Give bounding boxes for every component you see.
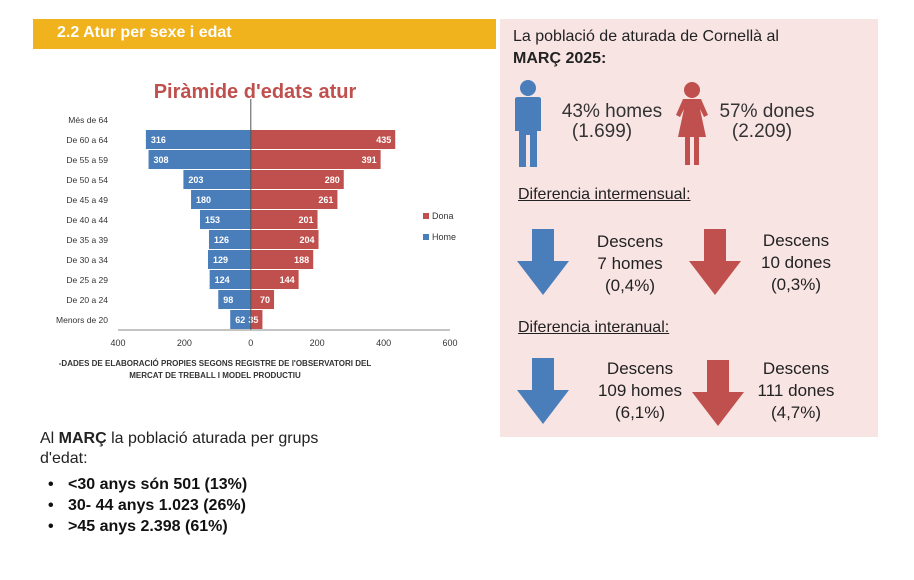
list-item: 30- 44 anys 1.023 (26%) [48,495,247,516]
panel-heading: La població de aturada de Cornellà al [513,28,779,45]
annual-difference-title: Diferencia interanual: [518,319,670,336]
age-pyramid-chart: Piràmide d'edats atur Més de 64 De 60 a 64… [56,81,458,380]
y-tick-label: De 20 a 24 [66,295,108,305]
source-note-line1: -DADES DE ELABORACIÓ PROPIES SEGONS REGI… [59,359,372,368]
bar-dona [250,250,314,269]
bar-home [183,170,251,189]
bar-dona [250,310,263,329]
data-label-dona: 261 [318,195,333,205]
data-label-home: 126 [214,235,229,245]
intro-month: MARÇ [58,430,107,447]
monthly-difference-title: Diferencia intermensual: [518,186,691,203]
bar-dona [250,150,381,169]
y-tick-label: De 60 a 64 [66,135,108,145]
arrow-down-icon [692,360,744,426]
data-label-home: 153 [205,215,220,225]
male-person-icon [515,80,541,167]
x-tick-label: 200 [310,338,325,348]
legend-label-home: Home [432,232,456,242]
data-label-home: 316 [151,135,166,145]
section-header: 2.2 Atur per sexe i edat [33,19,496,49]
bar-home [218,290,251,309]
bar-dona [250,290,275,309]
chart-title: Piràmide d'edats atur [154,81,357,103]
x-tick-label: 600 [442,338,457,348]
data-label-home: 308 [154,155,169,165]
bar-home [207,250,251,269]
list-item: <30 anys són 501 (13%) [48,474,247,495]
bar-home [208,230,251,249]
data-label-dona: 144 [280,275,295,285]
y-tick-label: Menors de 20 [56,315,108,325]
data-label-home: 124 [215,275,230,285]
bar-home [148,150,251,169]
arrow-down-icon [517,358,569,424]
y-tick-label: De 40 a 44 [66,215,108,225]
y-tick-label: De 35 a 39 [66,235,108,245]
x-tick-label: 200 [177,338,192,348]
y-tick-label: De 25 a 29 [66,275,108,285]
section-title: 2.2 Atur per sexe i edat [57,24,232,41]
bar-home [200,210,251,229]
x-tick-label: 0 [248,338,253,348]
data-label-dona: 435 [376,135,391,145]
source-note-line2: MERCAT DE TREBALL I MODEL PRODUCTIU [129,371,301,380]
y-tick-label: Més de 64 [68,115,108,125]
data-label-home: 129 [213,255,228,265]
women-count: (2.209) [731,121,793,142]
summary-panel: La població de aturada de Cornellà al MA… [500,19,878,437]
bar-home [230,310,251,329]
monthly-women-difference: Descens 10 dones (0,3%) [761,231,831,294]
age-groups-intro: Al MARÇ la població aturada per grups d'… [40,430,319,467]
data-label-dona: 35 [248,315,258,325]
arrow-down-icon [689,229,741,295]
bar-dona [250,210,318,229]
annual-women-difference: Descens 111 dones (4,7%) [757,359,835,422]
bar-home [145,130,251,149]
data-label-home: 203 [188,175,203,185]
bar-dona [250,230,319,249]
age-groups-list: <30 anys són 501 (13%) 30- 44 anys 1.023… [48,474,247,537]
y-tick-label: De 55 a 59 [66,155,108,165]
women-percentage: 57% dones [719,101,815,122]
data-label-dona: 280 [325,175,340,185]
data-label-dona: 201 [299,215,314,225]
bar-dona [250,270,299,289]
men-count: (1.699) [571,121,633,142]
legend-label-dona: Dona [432,211,454,221]
bar-home [209,270,251,289]
data-label-dona: 204 [299,235,314,245]
data-label-home: 180 [196,195,211,205]
bar-dona [250,170,344,189]
bar-dona [250,130,396,149]
data-label-home: 98 [223,295,233,305]
monthly-men-difference: Descens 7 homes (0,4%) [596,232,664,295]
y-tick-label: De 30 a 34 [66,255,108,265]
y-tick-label: De 45 a 49 [66,195,108,205]
bar-home [191,190,251,209]
annual-men-difference: Descens 109 homes (6,1%) [597,359,683,422]
data-label-dona: 70 [260,295,270,305]
x-tick-label: 400 [110,338,125,348]
men-percentage: 43% homes [561,101,663,122]
legend-swatch-home [423,234,429,240]
female-person-icon [676,82,708,165]
data-label-dona: 188 [294,255,309,265]
x-tick-label: 400 [376,338,391,348]
y-tick-label: De 50 a 54 [66,175,108,185]
arrow-down-icon [517,229,569,295]
bar-dona [250,190,338,209]
legend-swatch-dona [423,213,429,219]
data-label-home: 62 [235,315,245,325]
panel-heading-month: MARÇ 2025: [513,50,607,67]
list-item: >45 anys 2.398 (61%) [48,516,247,537]
data-label-dona: 391 [362,155,377,165]
